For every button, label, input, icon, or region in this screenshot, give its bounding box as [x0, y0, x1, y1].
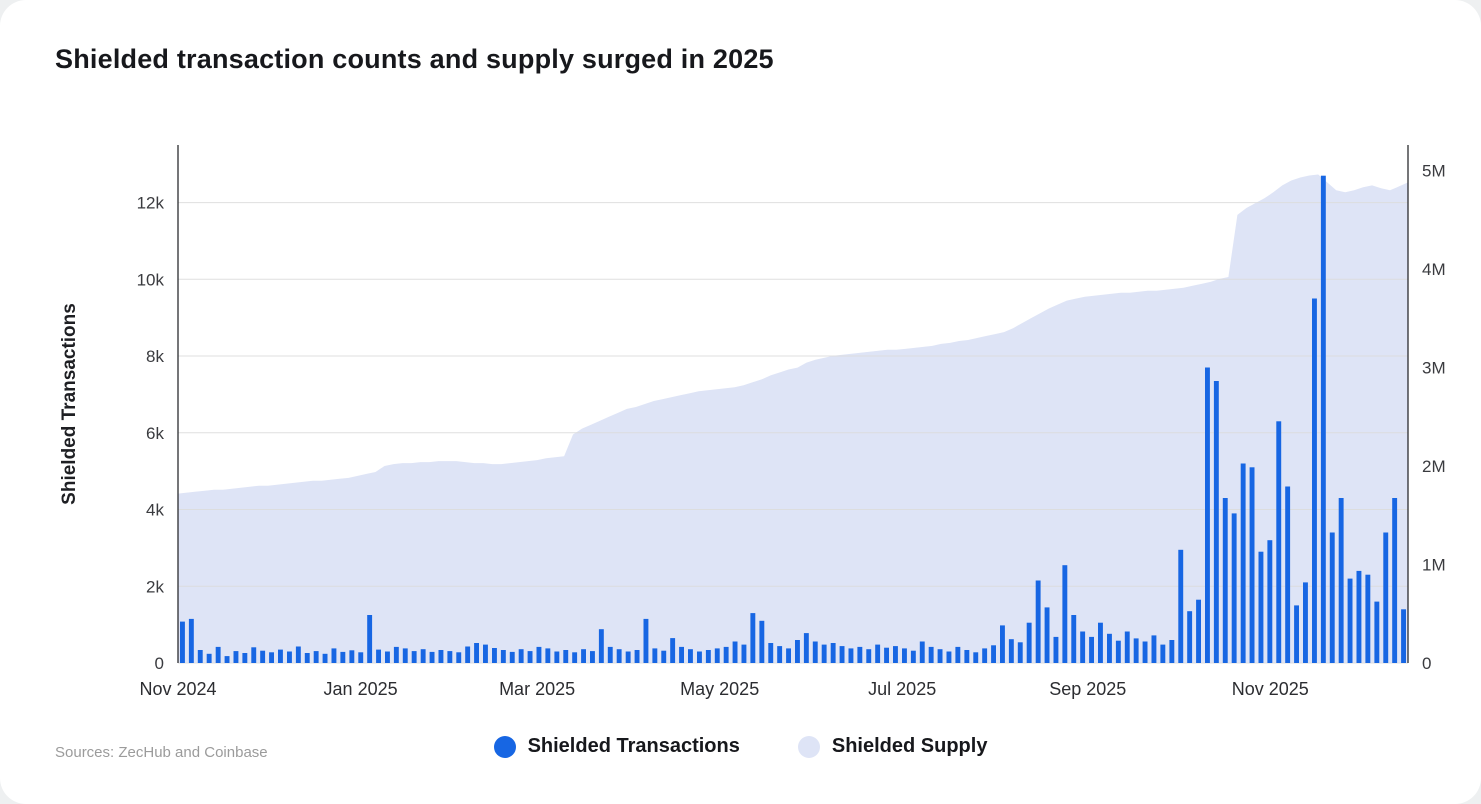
svg-text:0: 0: [155, 654, 164, 673]
svg-text:10k: 10k: [137, 270, 165, 289]
svg-text:2k: 2k: [146, 577, 164, 596]
svg-text:Sep 2025: Sep 2025: [1049, 679, 1126, 699]
svg-text:May 2025: May 2025: [680, 679, 759, 699]
svg-text:8k: 8k: [146, 347, 164, 366]
svg-text:Jul 2025: Jul 2025: [868, 679, 936, 699]
svg-text:Nov 2024: Nov 2024: [139, 679, 216, 699]
supply-legend-dot-icon: [797, 735, 820, 758]
svg-text:Nov 2025: Nov 2025: [1232, 679, 1309, 699]
svg-text:5M: 5M: [1422, 162, 1446, 181]
transactions-legend-dot-icon: [493, 735, 516, 758]
legend-item-shielded-transactions: Shielded Transactions: [493, 735, 740, 758]
svg-text:Mar 2025: Mar 2025: [499, 679, 575, 699]
svg-text:6k: 6k: [146, 424, 164, 443]
svg-text:4k: 4k: [146, 501, 164, 520]
legend-label-supply: Shielded Supply: [831, 735, 988, 757]
legend-item-shielded-supply: Shielded Supply: [797, 735, 988, 758]
svg-text:4M: 4M: [1422, 260, 1446, 279]
svg-text:3M: 3M: [1422, 359, 1446, 378]
chart-title: Shielded transaction counts and supply s…: [55, 44, 774, 74]
svg-text:0: 0: [1422, 654, 1431, 673]
svg-text:1M: 1M: [1422, 556, 1446, 575]
legend-label-transactions: Shielded Transactions: [527, 735, 740, 757]
source-attribution: Sources: ZecHub and Coinbase: [55, 744, 268, 761]
chart-legend: Shielded Transactions Shielded Supply: [0, 735, 1481, 758]
svg-text:Jan 2025: Jan 2025: [324, 679, 398, 699]
svg-text:2M: 2M: [1422, 457, 1446, 476]
svg-text:12k: 12k: [137, 194, 165, 213]
